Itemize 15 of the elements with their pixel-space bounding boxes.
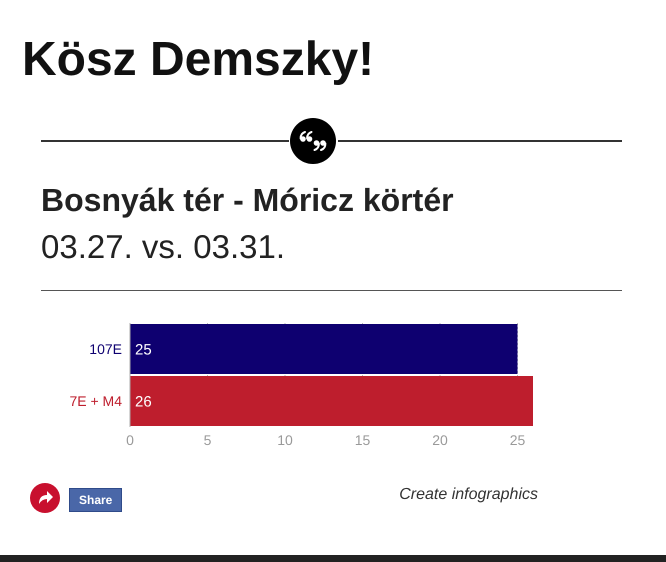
share-button: Share bbox=[69, 488, 122, 512]
x-tick-label: 25 bbox=[510, 432, 526, 448]
data-label: 26 bbox=[135, 393, 152, 410]
chart-title: Kösz Demszky! bbox=[22, 33, 374, 86]
y-tick-label: 107E bbox=[89, 341, 122, 357]
chart-subtitle: Bosnyák tér - Móricz körtér bbox=[41, 182, 454, 218]
data-label: 25 bbox=[135, 341, 152, 358]
text: 03.27. vs. 03.31. bbox=[41, 228, 286, 265]
x-tick-label: 10 bbox=[277, 432, 293, 448]
x-tick-label: 15 bbox=[354, 432, 370, 448]
x-tick-label: 5 bbox=[204, 432, 212, 448]
text: Create infographics bbox=[399, 486, 538, 503]
y-tick-label: 7E + M4 bbox=[69, 393, 122, 409]
x-tick-label: 20 bbox=[432, 432, 448, 448]
x-tick-label: 0 bbox=[126, 432, 134, 448]
